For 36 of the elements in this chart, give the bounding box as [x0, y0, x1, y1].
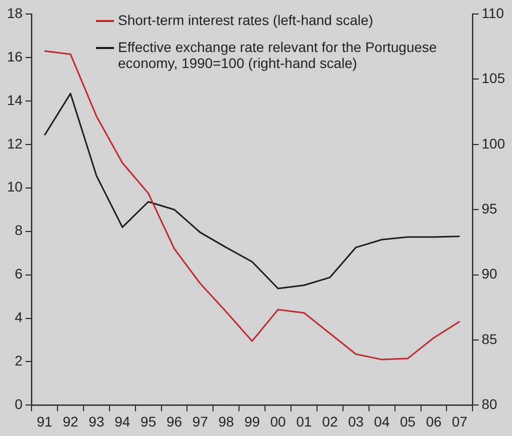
- y-tick-label: 12: [6, 135, 23, 152]
- y2-tick-label: 105: [482, 70, 506, 86]
- x-tick-label: 98: [218, 413, 234, 430]
- y2-tick-label: 80: [482, 396, 498, 412]
- y-tick-label: 8: [14, 222, 23, 238]
- legend-label: Effective exchange rate relevant for the Portuguese economy, 1990=100 (right-hand scale): [118, 39, 438, 71]
- x-tick-label: 95: [140, 413, 156, 430]
- y-tick-label: 2: [14, 352, 23, 369]
- x-tick-label: 04: [374, 413, 390, 430]
- x-tick-label: 93: [88, 413, 104, 430]
- x-tick-label: 91: [36, 413, 53, 430]
- x-tick-label: 02: [322, 413, 338, 430]
- y-tick-label: 4: [14, 309, 23, 326]
- x-tick-label: 92: [62, 413, 78, 430]
- y-tick-label: 10: [6, 178, 23, 195]
- y2-tick-label: 110: [482, 4, 504, 21]
- x-tick-label: 94: [114, 413, 130, 430]
- y-tick-label: 6: [14, 266, 23, 282]
- x-tick-label: 97: [192, 413, 208, 430]
- x-tick-label: 05: [400, 413, 416, 430]
- y-tick-label: 18: [6, 4, 23, 21]
- y-tick-label: 16: [6, 48, 23, 64]
- y2-tick-label: 100: [482, 135, 506, 152]
- y2-tick-label: 95: [482, 200, 498, 216]
- y-tick-label: 14: [6, 92, 23, 108]
- x-tick-label: 96: [166, 413, 182, 430]
- x-tick-label: 01: [296, 413, 312, 430]
- x-tick-label: 00: [270, 413, 286, 430]
- x-tick-label: 99: [244, 413, 260, 430]
- x-tick-label: 03: [348, 413, 364, 430]
- y-tick-label: 0: [14, 396, 23, 412]
- y2-tick-label: 85: [482, 330, 498, 347]
- legend-label: Short-term interest rates (left-hand scale): [118, 12, 374, 28]
- y2-tick-label: 90: [482, 266, 498, 282]
- x-tick-label: 07: [452, 413, 468, 430]
- x-tick-label: 06: [426, 413, 442, 430]
